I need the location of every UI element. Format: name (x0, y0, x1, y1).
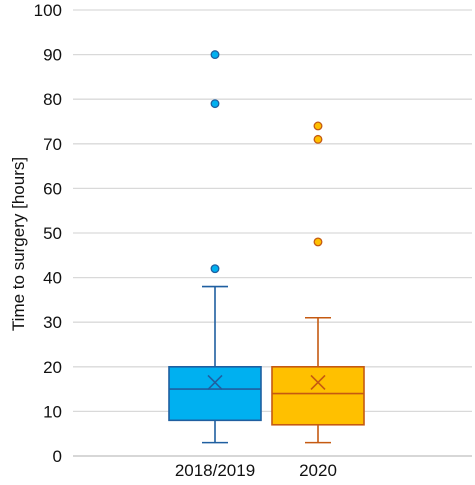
box-1 (168, 50, 262, 444)
x-axis: 2018/2019 2020 (175, 461, 337, 480)
y-axis-title: Time to surgery [hours] (9, 157, 28, 331)
outlier-point (313, 121, 323, 131)
x-tick-label: 2018/2019 (175, 461, 255, 480)
mean-marker (207, 374, 223, 390)
iqr-box (168, 365, 262, 422)
y-tick-label: 70 (43, 135, 62, 154)
y-tick-label: 100 (34, 1, 62, 20)
y-tick-label: 20 (43, 358, 62, 377)
outlier-point (313, 237, 323, 247)
y-tick-label: 30 (43, 313, 62, 332)
outlier-point (210, 50, 220, 60)
box-2 (271, 121, 365, 444)
y-tick-label: 0 (53, 447, 62, 466)
outlier-point (313, 134, 323, 144)
y-tick-label: 80 (43, 90, 62, 109)
y-axis-ticks: 0 10 20 30 40 50 60 70 80 90 100 (34, 1, 62, 466)
y-tick-label: 90 (43, 46, 62, 65)
y-tick-label: 40 (43, 269, 62, 288)
y-tick-label: 50 (43, 224, 62, 243)
x-tick-label: 2020 (299, 461, 337, 480)
y-tick-label: 10 (43, 402, 62, 421)
box-series (168, 50, 365, 444)
y-tick-label: 60 (43, 179, 62, 198)
iqr-box (271, 365, 365, 426)
outlier-point (210, 99, 220, 109)
mean-marker (310, 374, 326, 390)
gridlines (73, 9, 472, 457)
outlier-point (210, 264, 220, 274)
